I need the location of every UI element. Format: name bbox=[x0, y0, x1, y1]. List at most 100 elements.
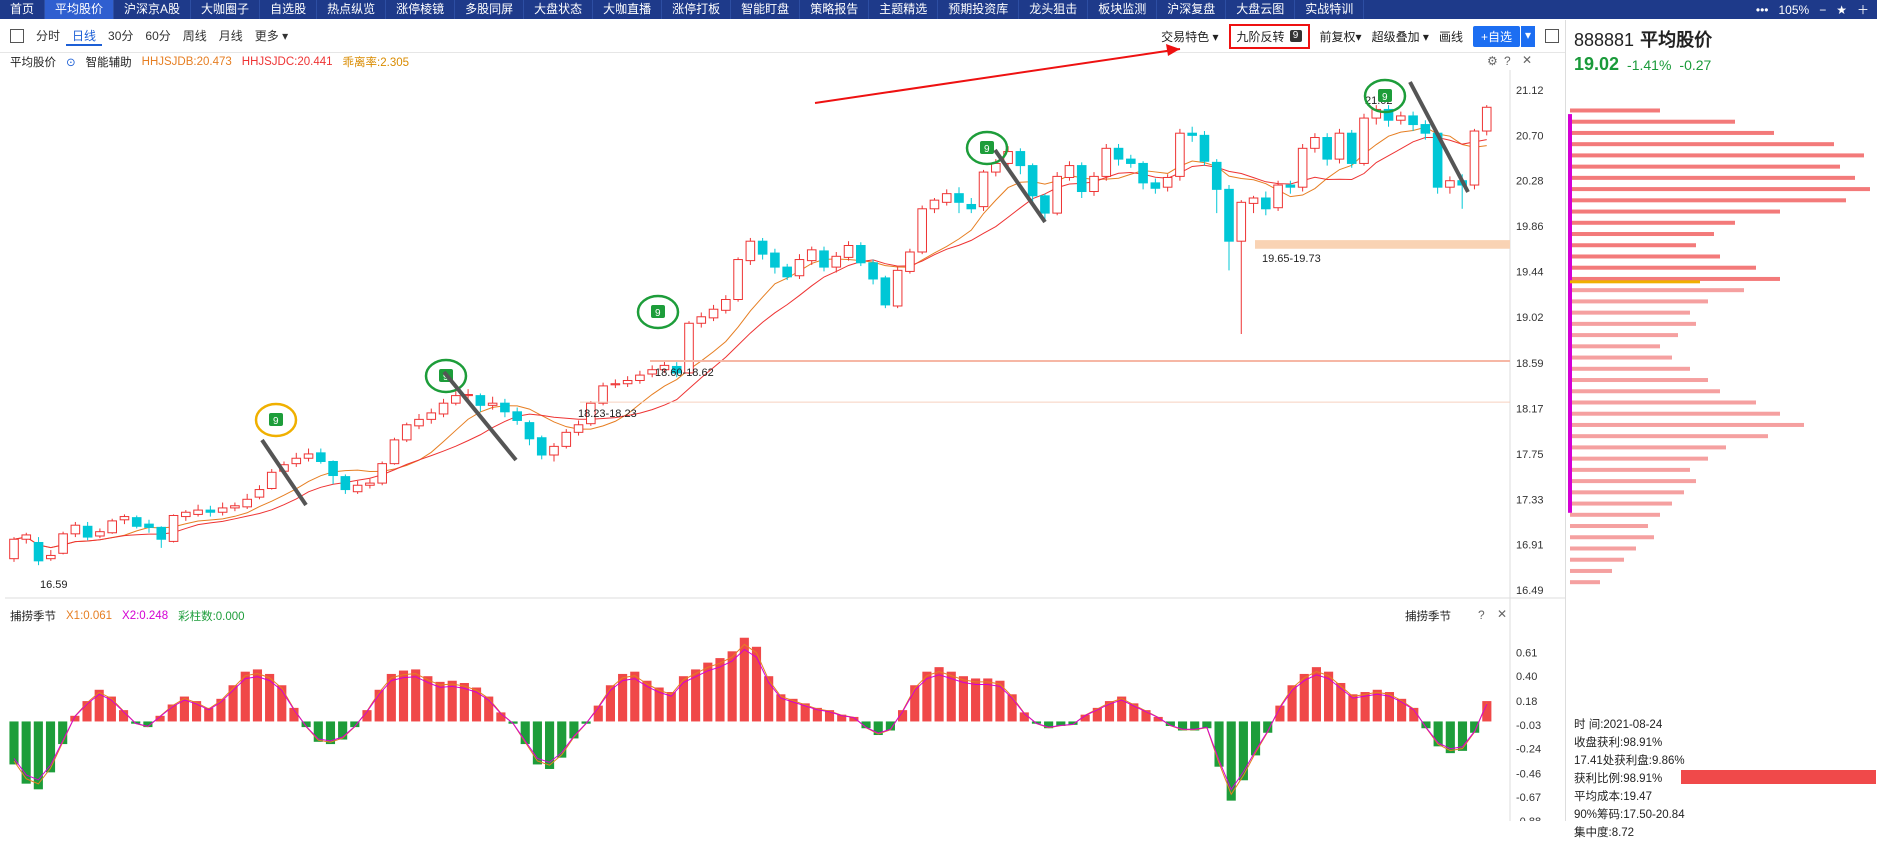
top-tab[interactable]: 大盘云图 bbox=[1226, 0, 1296, 19]
top-tab[interactable]: 多股同屏 bbox=[455, 0, 525, 19]
top-tab[interactable]: 龙头狙击 bbox=[1019, 0, 1089, 19]
chip-bar bbox=[1570, 524, 1648, 529]
top-tab[interactable]: 智能盯盘 bbox=[731, 0, 801, 19]
candle-body bbox=[782, 266, 792, 278]
top-tab[interactable]: 策略报告 bbox=[800, 0, 870, 19]
sub-tick: -0.67 bbox=[1516, 792, 1541, 804]
sub-bar bbox=[167, 704, 177, 722]
main-legend: 平均股价 ⊙ 智能辅助 HHJSJDB:20.473 HHJSJDC:20.44… bbox=[10, 54, 409, 70]
candle-body bbox=[708, 308, 719, 319]
nine-reversal-button[interactable]: 九阶反转 9 bbox=[1228, 23, 1310, 49]
quote-panel: 888881 平均股价 19.02 -1.41% -0.27 时 间:2021-08-… bbox=[1565, 20, 1877, 839]
chip-bar bbox=[1570, 220, 1735, 225]
top-tab[interactable]: 涨停打板 bbox=[662, 0, 732, 19]
help-icon[interactable]: ? bbox=[1504, 54, 1511, 68]
sub-bar bbox=[289, 707, 299, 722]
top-tab[interactable]: 主题精选 bbox=[869, 0, 939, 19]
top-tab[interactable]: 沪深复盘 bbox=[1157, 0, 1227, 19]
top-tab[interactable]: 大咖圈子 bbox=[191, 0, 261, 19]
period-tab[interactable]: 周线 bbox=[182, 28, 207, 43]
dropdown-icon[interactable]: ⊙ bbox=[66, 57, 76, 69]
legend-hhjsjdb: HHJSJDB:20.473 bbox=[141, 56, 232, 68]
candle-body bbox=[1334, 132, 1345, 160]
sub-indicator-name[interactable]: 捕捞季节 bbox=[10, 611, 56, 623]
candle-body bbox=[684, 322, 694, 374]
sub-bar bbox=[1397, 698, 1407, 722]
sub-bar bbox=[1226, 721, 1236, 801]
sub-bar bbox=[764, 676, 774, 722]
candle-body bbox=[1261, 197, 1271, 210]
red-pointer-arrow bbox=[814, 48, 1181, 104]
sidebar-toggle-icon[interactable] bbox=[1545, 29, 1559, 43]
price-tick: 20.70 bbox=[1516, 130, 1544, 142]
sub-bar bbox=[1421, 721, 1431, 729]
sub-bar bbox=[411, 669, 421, 722]
add-icon[interactable]: ＋ bbox=[1856, 3, 1869, 17]
candle-body bbox=[794, 259, 805, 277]
minus-icon[interactable]: − bbox=[1819, 2, 1827, 17]
period-tab[interactable]: 日线 bbox=[66, 27, 103, 46]
sub-line-x2 bbox=[13, 648, 1488, 791]
top-tab[interactable]: 涨停棱镜 bbox=[386, 0, 456, 19]
top-tab[interactable]: 板块监测 bbox=[1088, 0, 1158, 19]
more-dots[interactable]: ••• bbox=[1755, 2, 1769, 17]
candle-body bbox=[33, 541, 44, 562]
candle-body bbox=[1175, 132, 1185, 177]
settings-icon[interactable]: ⚙ bbox=[1487, 54, 1498, 68]
add-watchlist-button[interactable]: +自选 bbox=[1472, 25, 1520, 47]
period-tab[interactable]: 月线 bbox=[218, 28, 243, 43]
trend-arrow bbox=[442, 370, 518, 462]
chip-bar bbox=[1570, 378, 1708, 383]
candle-body bbox=[328, 460, 338, 477]
candle-body bbox=[1432, 132, 1443, 188]
top-tab[interactable]: 大盘状态 bbox=[524, 0, 594, 19]
stock-code: 888881 bbox=[1574, 30, 1635, 50]
stock-chart[interactable]: 21.12 20.70 20.28 19.86 19.44 19.02 18.59 18.17… bbox=[0, 0, 1565, 821]
candle-body bbox=[340, 476, 351, 491]
candle-body bbox=[622, 379, 633, 385]
top-tab[interactable]: 自选股 bbox=[260, 0, 318, 19]
draw-line-button[interactable]: 画线 bbox=[1438, 29, 1463, 44]
candle-body bbox=[1346, 132, 1357, 164]
top-tab[interactable]: 热点纵览 bbox=[317, 0, 387, 19]
period-tab[interactable]: 30分 bbox=[108, 28, 134, 43]
close-icon[interactable]: ✕ bbox=[1522, 53, 1533, 67]
pct-change: -1.41% bbox=[1627, 57, 1672, 73]
trade-feature-dropdown[interactable]: 交易特色 ▾ bbox=[1161, 29, 1219, 44]
sub-close-icon[interactable]: ✕ bbox=[1497, 607, 1508, 621]
overlay-dropdown[interactable]: 超级叠加 ▾ bbox=[1371, 29, 1429, 44]
support-band bbox=[1255, 240, 1510, 249]
sub-bar bbox=[1165, 721, 1175, 726]
sub-indicator-right-name: 捕捞季节 bbox=[1405, 611, 1451, 623]
main-indicator-name[interactable]: 平均股价 bbox=[10, 57, 56, 69]
period-tab[interactable]: 分时 bbox=[36, 28, 61, 43]
sub-help-icon[interactable]: ? bbox=[1478, 608, 1485, 622]
aux-label[interactable]: 智能辅助 bbox=[85, 57, 132, 69]
sub-bar bbox=[350, 721, 360, 728]
period-tab[interactable]: 更多 ▾ bbox=[254, 28, 289, 43]
sub-bar bbox=[45, 721, 56, 773]
price-adjust-dropdown[interactable]: 前复权▾ bbox=[1319, 29, 1362, 44]
top-tab[interactable]: 平均股价 bbox=[45, 0, 115, 19]
chip-bar bbox=[1570, 209, 1780, 214]
candle-body bbox=[254, 489, 265, 498]
zoom-level: 105% bbox=[1778, 2, 1810, 17]
sub-bar bbox=[1117, 696, 1127, 722]
star-icon[interactable]: ★ bbox=[1836, 2, 1847, 17]
top-tab[interactable]: 实战特训 bbox=[1295, 0, 1365, 19]
candle-body bbox=[1015, 151, 1026, 167]
top-tab[interactable]: 首页 bbox=[0, 0, 46, 19]
sub-bar bbox=[666, 692, 676, 722]
period-tab[interactable]: 60分 bbox=[145, 28, 171, 43]
price-annotation: 18.23-18.23 bbox=[578, 408, 637, 420]
nine-marker-label: 9 bbox=[655, 308, 661, 319]
top-tab[interactable]: 预期投资库 bbox=[938, 0, 1020, 19]
trend-arrow bbox=[1408, 81, 1470, 193]
sub-bar bbox=[1056, 721, 1066, 726]
layout-toggle-icon[interactable] bbox=[10, 29, 24, 43]
candle-body bbox=[1199, 134, 1210, 162]
top-tab[interactable]: 大咖直播 bbox=[593, 0, 663, 19]
candle-body bbox=[181, 511, 191, 518]
top-tab[interactable]: 沪深京A股 bbox=[114, 0, 192, 19]
add-watchlist-dropdown[interactable]: ▾ bbox=[1520, 25, 1535, 47]
